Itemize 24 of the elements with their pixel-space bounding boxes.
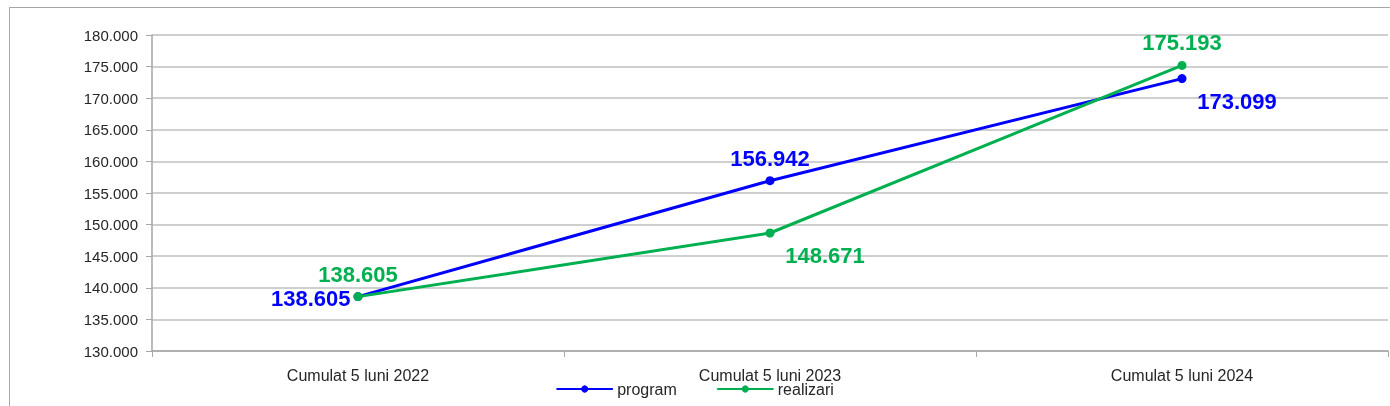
y-tick-label: 160.000: [83, 152, 138, 170]
y-tick-label: 165.000: [83, 121, 138, 139]
y-tick-label: 135.000: [83, 310, 138, 328]
y-tick-label: 130.000: [83, 342, 138, 360]
point: [1177, 74, 1187, 84]
y-tick-label: 150.000: [83, 216, 138, 234]
data-label: 148.671: [785, 243, 865, 268]
legend-label: program: [617, 380, 677, 398]
point: [765, 228, 775, 238]
y-tick-label: 145.000: [83, 247, 138, 265]
x-tick-label: Cumulat 5 luni 2024: [1110, 366, 1254, 384]
data-label: 175.193: [1142, 30, 1222, 56]
y-tick-label: 180.000: [83, 26, 138, 44]
y-tick-label: 175.000: [83, 58, 138, 76]
point: [765, 176, 775, 186]
data-label: 156.942: [730, 145, 810, 171]
data-label: 138.605: [318, 261, 398, 287]
y-tick-label: 140.000: [83, 279, 138, 297]
x-tick-label: Cumulat 5 luni 2022: [286, 366, 430, 384]
data-label: 138.605: [270, 286, 351, 312]
point: [1177, 60, 1187, 70]
y-tick-label: 155.000: [83, 184, 138, 202]
data-label: 173.099: [1197, 88, 1277, 114]
y-tick-label: 170.000: [83, 89, 138, 107]
